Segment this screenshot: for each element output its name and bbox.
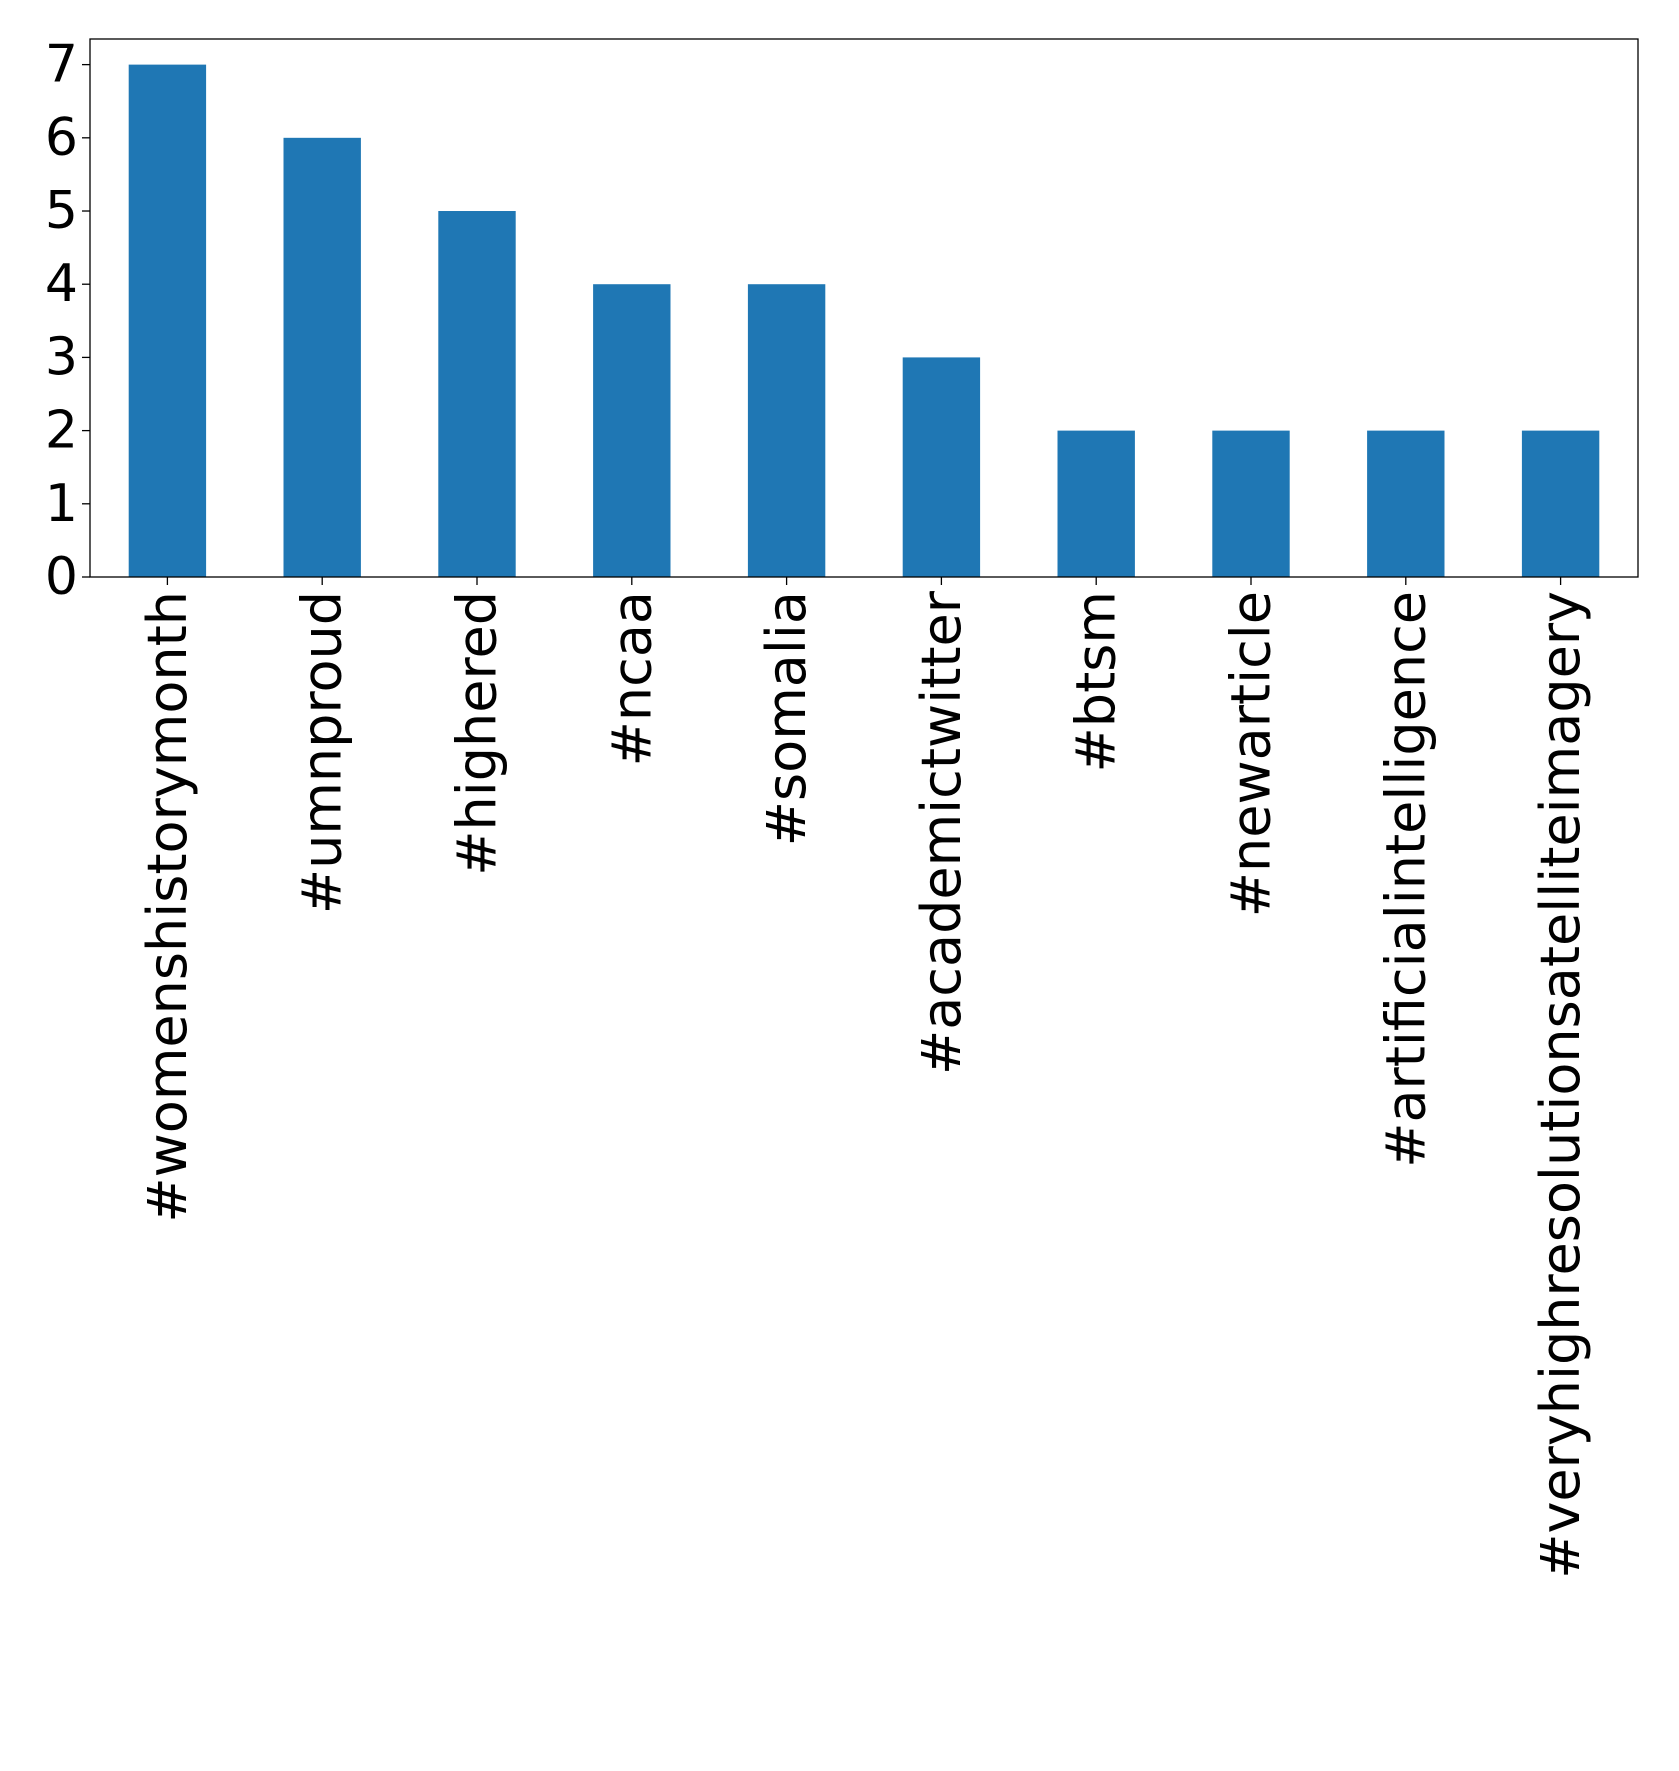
y-tick-label: 2: [45, 401, 78, 461]
y-tick-label: 1: [45, 474, 78, 534]
x-tick-label-womenshistorymonth: #womenshistorymonth: [136, 591, 199, 1223]
bar-newarticle: [1212, 430, 1290, 577]
y-tick-label: 7: [45, 35, 78, 95]
x-tick-label-highered: #highered: [446, 591, 509, 876]
bar-womenshistorymonth: [128, 64, 207, 578]
x-tick-label-somalia: #somalia: [755, 591, 818, 846]
bar-artificialintelligence: [1367, 430, 1445, 577]
bar-highered: [438, 211, 516, 577]
x-tick-label-btsm: #btsm: [1065, 591, 1128, 772]
x-tick-label-academictwitter: #academictwitter: [910, 590, 973, 1075]
y-tick-label: 4: [45, 254, 78, 314]
y-axis-ticks: 0 1 2 3 4 5 6 7: [45, 35, 90, 607]
bars-group: [128, 64, 1600, 578]
bar-ncaa: [593, 284, 671, 577]
y-tick-label: 5: [45, 181, 78, 241]
x-axis-ticks: #womenshistorymonth #umnproud #highered #nc…: [136, 577, 1592, 1579]
bar-umnproud: [283, 137, 361, 577]
bar-academictwitter: [902, 357, 981, 577]
bar-btsm: [1057, 430, 1135, 577]
y-tick-label: 3: [45, 327, 78, 387]
bar-veryhighresolutionsatelliteimagery: [1521, 430, 1600, 577]
x-tick-label-ncaa: #ncaa: [600, 591, 663, 766]
x-tick-label-artificialintelligence: #artificialintelligence: [1374, 591, 1437, 1168]
x-tick-label-veryhighresolutionsatelliteimagery: #veryhighresolutionsatelliteimagery: [1529, 591, 1592, 1579]
bar-somalia: [747, 284, 826, 577]
y-tick-label: 0: [45, 547, 78, 607]
x-tick-label-umnproud: #umnproud: [291, 591, 354, 914]
x-tick-label-newarticle: #newarticle: [1220, 591, 1283, 917]
plot-frame: [89, 38, 1639, 578]
y-tick-label: 6: [45, 108, 78, 168]
